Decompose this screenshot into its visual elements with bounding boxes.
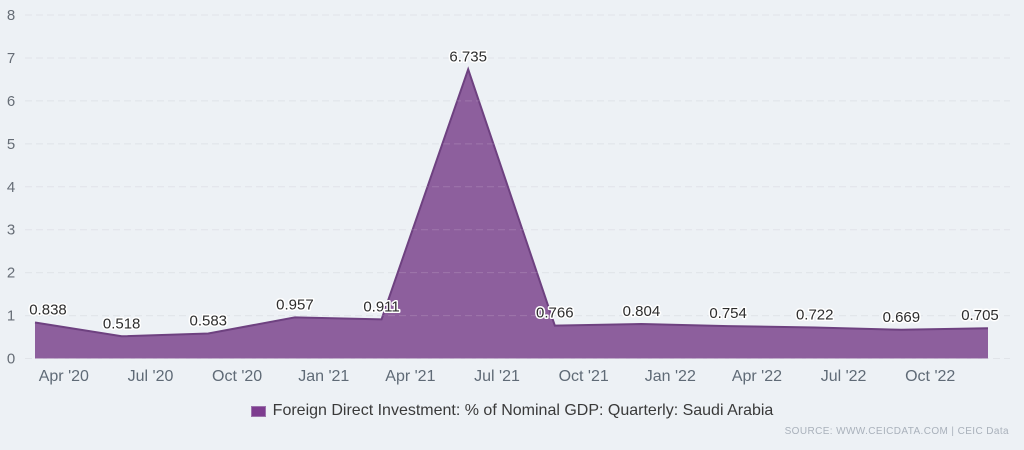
y-axis-label: 3 [7, 222, 15, 239]
y-axis-label: 4 [7, 179, 15, 196]
x-axis-tick: Jul '20 [128, 368, 174, 385]
data-label: 0.705 [961, 307, 999, 324]
x-axis-tick: Jan '21 [298, 368, 349, 385]
x-axis-tick: Oct '22 [905, 368, 955, 385]
chart-canvas[interactable]: 0 1 2 3 4 5 6 7 8 0.838 0.518 0.583 0.957 0.911 6.735 0… [0, 0, 1024, 398]
data-label: 0.766 [536, 305, 574, 322]
x-axis-tick: Apr '20 [39, 368, 89, 385]
data-label: 0.838 [29, 302, 67, 319]
x-axis-tick: Apr '21 [385, 368, 435, 385]
y-axis-label: 7 [7, 50, 15, 67]
data-label: 0.754 [709, 305, 747, 322]
x-axis-tick: Jul '21 [474, 368, 520, 385]
y-axis-label: 6 [7, 93, 15, 110]
y-axis-label: 2 [7, 265, 15, 282]
data-label: 0.722 [796, 306, 834, 323]
legend-label: Foreign Direct Investment: % of Nominal … [272, 402, 774, 419]
y-axis-label: 8 [7, 7, 15, 24]
y-axis-label: 5 [7, 136, 15, 153]
data-label: 0.911 [363, 298, 399, 315]
y-axis-label: 1 [7, 308, 15, 325]
data-label: 0.669 [883, 309, 921, 326]
x-axis-tick: Jul '22 [821, 368, 867, 385]
series-line [34, 66, 989, 338]
x-axis-tick: Oct '20 [212, 368, 262, 385]
x-axis-tick: Oct '21 [559, 368, 609, 385]
data-label: 0.583 [189, 312, 227, 329]
x-axis-tick: Apr '22 [732, 368, 782, 385]
legend-item[interactable]: Foreign Direct Investment: % of Nominal … [0, 402, 1024, 420]
data-label: 0.518 [103, 315, 141, 332]
y-axis-label: 0 [7, 351, 15, 368]
data-label: 0.957 [276, 296, 314, 313]
source-credit: SOURCE: WWW.CEICDATA.COM | CEIC Data [784, 426, 1009, 437]
area-series[interactable] [35, 69, 988, 359]
data-label: 6.735 [449, 48, 487, 65]
data-label: 0.804 [623, 303, 661, 320]
x-axis-tick: Jan '22 [645, 368, 696, 385]
legend-swatch-icon [250, 405, 266, 417]
